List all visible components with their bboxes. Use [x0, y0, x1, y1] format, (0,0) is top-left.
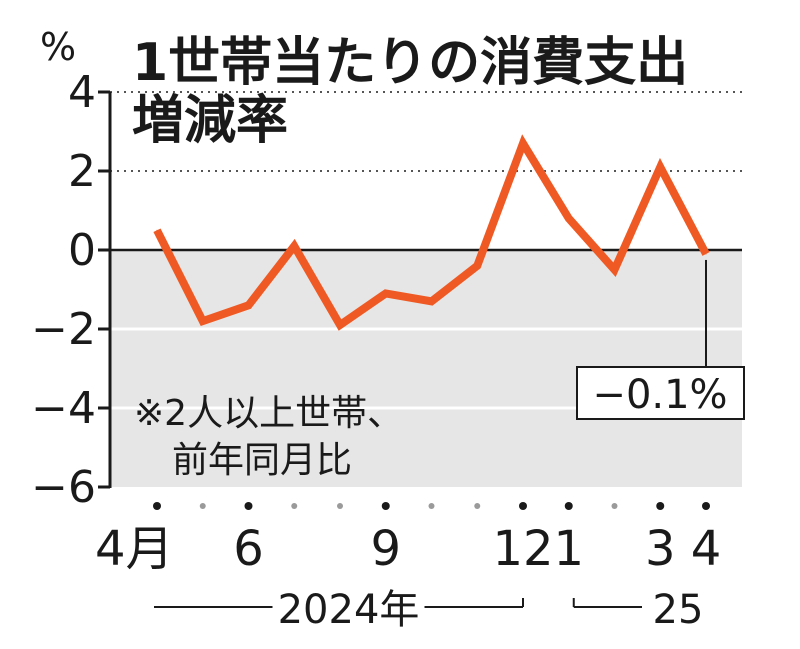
- x-tick-dot: [381, 502, 390, 510]
- y-tick-label: −6: [31, 462, 96, 513]
- chart-text: % 1世帯当たりの消費支出 増減率 ※2人以上世帯、 前年同月比: [40, 25, 688, 481]
- data-point: [385, 292, 387, 294]
- data-point: [339, 324, 341, 326]
- x-tick-dot: [153, 502, 161, 510]
- data-point: [293, 245, 295, 247]
- x-tick-dot: [702, 502, 710, 510]
- x-tick-dot: [656, 502, 665, 510]
- callout-label: −0.1%: [592, 372, 727, 418]
- data-point: [202, 320, 204, 322]
- x-tick-dot: [474, 503, 481, 509]
- data-point: [568, 217, 570, 219]
- note-line-2: 前年同月比: [172, 440, 352, 481]
- x-tick-label: 6: [233, 521, 264, 577]
- y-tick-label: −2: [31, 304, 96, 355]
- x-tick-dot: [244, 502, 253, 510]
- x-tick-dot: [611, 503, 618, 509]
- x-tick-dot: [199, 503, 206, 509]
- x-tick-label: 9: [370, 521, 401, 577]
- x-tick-label: 4月: [95, 521, 174, 577]
- x-tick-label: 3: [645, 521, 676, 577]
- y-tick-label: 2: [68, 146, 96, 197]
- data-point: [431, 300, 432, 302]
- series-line-group: [153, 134, 710, 331]
- callout-group: −0.1%: [576, 259, 745, 420]
- data-point: [156, 229, 158, 231]
- note-line-1: ※2人以上世帯、: [134, 393, 403, 434]
- x-tick-dot: [428, 503, 435, 509]
- chart-title-line-2: 増減率: [132, 91, 288, 151]
- y-tick-label: 0: [68, 225, 96, 276]
- chart-title-line-1: 1世帯当たりの消費支出: [132, 33, 688, 93]
- data-point: [476, 265, 478, 267]
- x-tick-dot: [519, 502, 527, 510]
- y-axis: 4 2 0 −2 −4 −6: [31, 67, 112, 513]
- year-label: 25: [653, 587, 704, 633]
- y-tick-label: −4: [31, 383, 96, 434]
- callout-box: [576, 366, 745, 420]
- x-tick-dot: [337, 503, 343, 509]
- x-tick-dot: [564, 502, 573, 510]
- data-point: [522, 142, 524, 144]
- data-point: [248, 304, 249, 306]
- data-point: [614, 269, 615, 271]
- data-point: [659, 166, 661, 168]
- x-tick-label: 12: [492, 521, 553, 577]
- y-tick-label: 4: [68, 67, 96, 118]
- y-axis-unit: %: [40, 25, 76, 69]
- x-tick-label: 1: [553, 521, 584, 577]
- x-tick-label: 4: [691, 521, 722, 577]
- x-tick-dot: [291, 503, 298, 509]
- x-axis: 4月 6 9 12 1 3 4 2024年 25: [95, 502, 721, 633]
- data-point: [705, 253, 707, 255]
- year-label: 2024年: [278, 587, 420, 633]
